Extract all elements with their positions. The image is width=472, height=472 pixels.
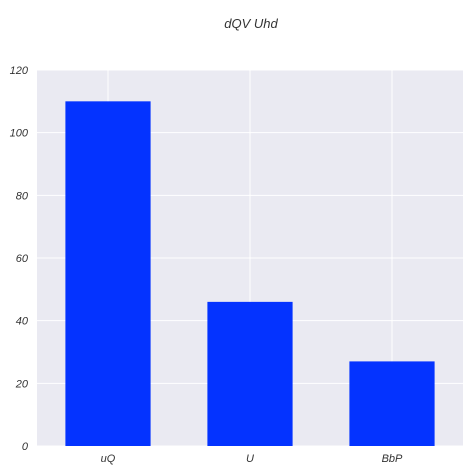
y-tick-label: 40 <box>16 316 29 328</box>
y-tick-label: 100 <box>10 128 29 140</box>
y-tick-label: 60 <box>16 253 29 265</box>
x-tick-label: uQ <box>101 453 116 465</box>
x-tick-label: BbP <box>382 453 403 465</box>
x-tick-label: U <box>246 453 254 465</box>
y-tick-label: 20 <box>15 378 29 390</box>
bar-U <box>207 301 293 446</box>
bar-BbP <box>349 361 435 446</box>
x-axis-ticks: uQ U BbP <box>101 453 403 465</box>
chart-title: dQV Uhd <box>224 16 278 31</box>
y-tick-label: 0 <box>22 441 29 453</box>
y-tick-label: 80 <box>16 190 29 202</box>
bar-uQ <box>65 101 151 446</box>
y-axis-ticks: 0 20 40 60 80 100 120 <box>10 65 29 453</box>
y-tick-label: 120 <box>10 65 29 77</box>
bars <box>65 101 435 446</box>
